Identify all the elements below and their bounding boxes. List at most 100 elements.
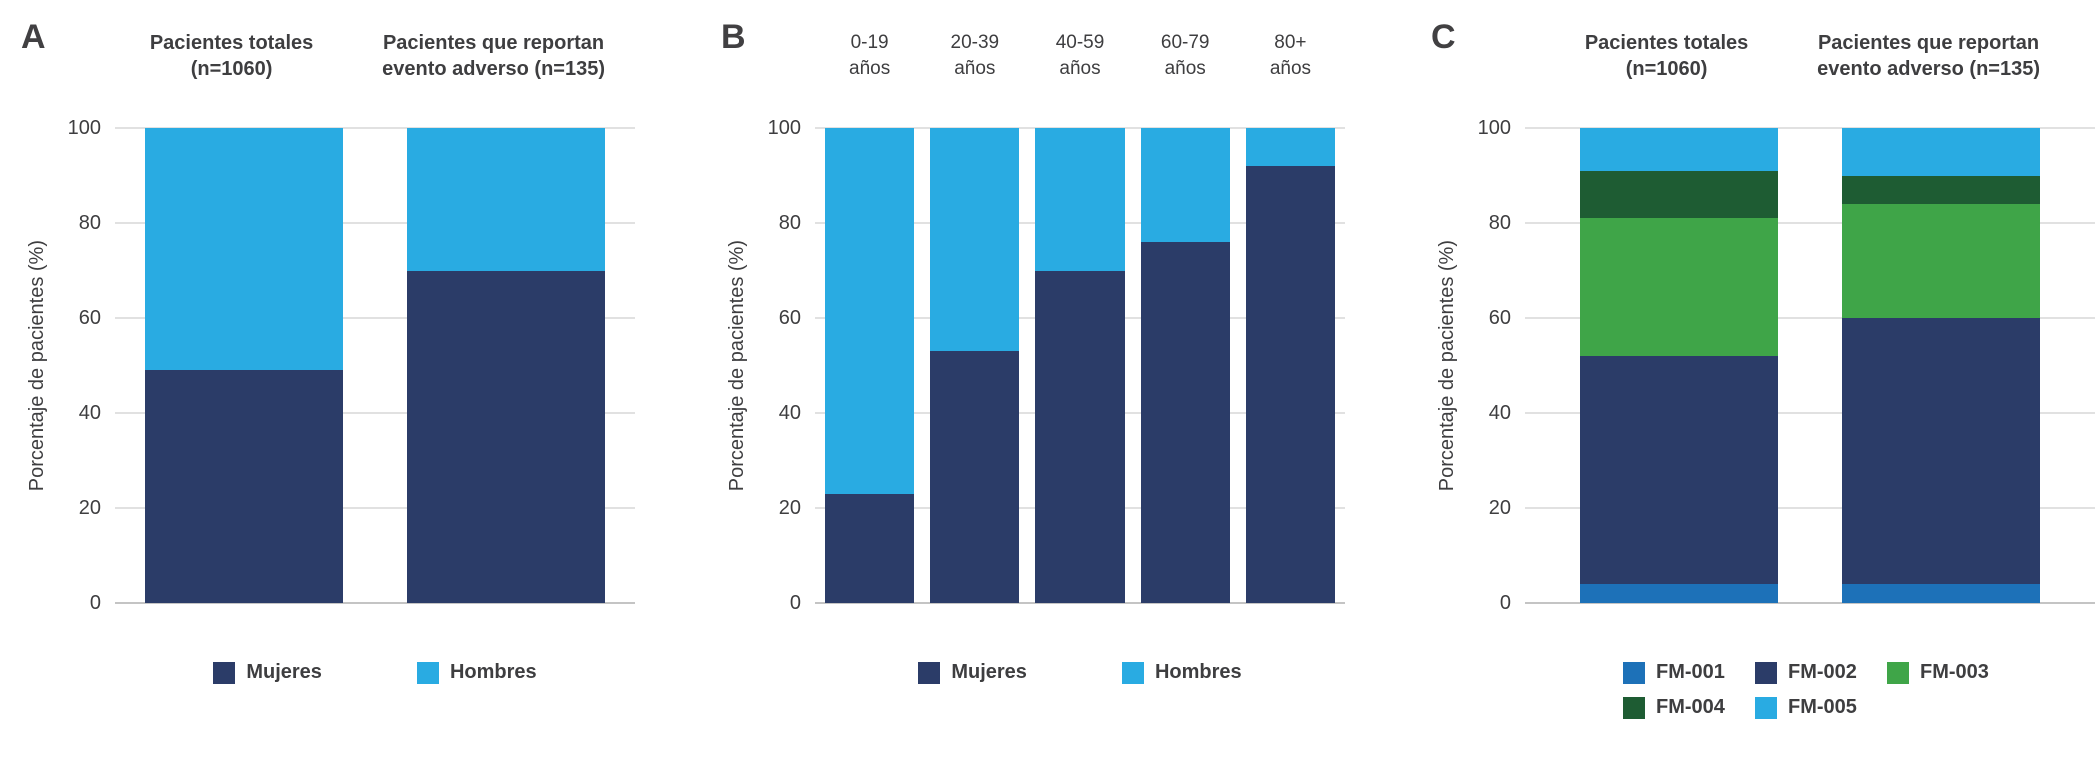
y-tick-label: 0 (89, 592, 101, 614)
gridline (115, 412, 635, 414)
y-tick-label: 20 (1488, 497, 1511, 519)
bars (815, 128, 1345, 603)
y-tick-label: 20 (78, 497, 101, 519)
legend-box: FM-001 FM-002 FM-003 FM-004 FM-005 (1623, 661, 1997, 719)
gridline (115, 317, 635, 319)
y-axis-title: Porcentaje de pacientes (%) (725, 239, 748, 492)
panel-a: A Porcentaje de pacientes (%) 0 20 40 60 80 1… (15, 0, 635, 765)
y-axis-title: Porcentaje de pacientes (%) (1435, 239, 1458, 492)
y-tick-label: 0 (1499, 592, 1511, 614)
stacked-bar (407, 128, 605, 603)
category-label: 20-39 años (950, 32, 1000, 79)
gridlines (115, 127, 635, 604)
bars (115, 128, 635, 603)
legend-swatch (1623, 696, 1645, 719)
plot-area (115, 127, 635, 604)
bar-segment-fm-004 (1580, 170, 1778, 219)
category-label: 80+ años (1269, 32, 1312, 79)
stacked-bar (930, 128, 1020, 603)
stacked-bar (1140, 128, 1230, 603)
panel-label-a: A (21, 18, 46, 56)
panel-label-c: C (1431, 18, 1456, 56)
legend-label: Hombres (1154, 661, 1242, 683)
gridline (1525, 222, 2095, 224)
stacked-bar (1035, 128, 1125, 603)
legend-item-fm-002: FM-002 (1755, 661, 1865, 684)
legend-label: FM-002 (1788, 661, 1857, 683)
y-tick-label: 60 (78, 307, 101, 329)
gridline (1525, 507, 2095, 509)
bar-segment-mujeres (145, 370, 343, 603)
legend-row: FM-004 FM-005 (1623, 696, 1997, 719)
y-tick-label: 80 (1488, 212, 1511, 234)
x-axis-baseline (815, 602, 1345, 604)
legend-item-hombres: Hombres (1121, 661, 1242, 684)
category-label: Pacientes que reportan evento adverso (n=… (382, 32, 605, 80)
legend-item-fm-004: FM-004 (1623, 696, 1733, 719)
legend-box: Mujeres Hombres (918, 661, 1242, 684)
legend-item-fm-003: FM-003 (1887, 661, 1997, 684)
legend-item-mujeres: Mujeres (918, 661, 1027, 684)
legend-label: Hombres (449, 661, 537, 683)
legend-label: Mujeres (951, 661, 1027, 683)
bar-segment-fm-001 (1580, 584, 1778, 603)
y-axis-title: Porcentaje de pacientes (%) (25, 239, 48, 492)
y-tick-label: 80 (778, 212, 801, 234)
panel-b: B Porcentaje de pacientes (%) 0 20 40 60 80 1… (715, 0, 1345, 765)
stacked-bar (145, 128, 343, 603)
legend-label: FM-005 (1788, 696, 1857, 718)
legend-swatch (1887, 661, 1909, 684)
bar-segment-mujeres (407, 270, 605, 603)
bar-segment-hombres (930, 128, 1020, 352)
legend-item-fm-005: FM-005 (1755, 696, 1865, 719)
legend-row: FM-001 FM-002 FM-003 (1623, 661, 1997, 684)
legend-swatch (1623, 661, 1645, 684)
legend-row: Mujeres Hombres (213, 661, 537, 684)
panel-label-b: B (721, 18, 746, 56)
category-headers: Pacientes totales (n=1060) Pacientes que r… (1525, 12, 2095, 128)
bar-segment-fm-004 (1842, 175, 2040, 204)
y-tick-label: 80 (78, 212, 101, 234)
stacked-bar (1245, 128, 1336, 603)
category-headers: 0-19 años 20-39 años 40-59 años 60-79 años 80+ añ… (815, 12, 1345, 128)
bar-segment-hombres (1245, 128, 1336, 166)
gridlines (1525, 127, 2095, 604)
legend-swatch (416, 661, 439, 684)
y-axis-ticks: 0 20 40 60 80 100 (59, 118, 115, 613)
stacked-bar (1842, 128, 2040, 603)
gridline (115, 127, 635, 129)
gridline (1525, 127, 2095, 129)
y-tick-label: 60 (778, 307, 801, 329)
bar-segment-fm-001 (1842, 584, 2040, 603)
bar-segment-fm-002 (1842, 318, 2040, 584)
stacked-bar (1580, 128, 1778, 603)
gridline (115, 222, 635, 224)
y-tick-label: 0 (789, 592, 801, 614)
legend-label: FM-001 (1656, 661, 1725, 683)
legend-label: FM-004 (1656, 696, 1725, 718)
legend-swatch (1121, 661, 1144, 684)
legend-swatch (1755, 696, 1777, 719)
legend-swatch (918, 661, 941, 684)
bar-segment-hombres (825, 128, 915, 494)
y-tick-label: 20 (778, 497, 801, 519)
legend-swatch (1755, 661, 1777, 684)
bar-segment-mujeres (930, 351, 1020, 603)
legend-row: Mujeres Hombres (918, 661, 1242, 684)
panel-c: C Porcentaje de pacientes (%) 0 20 40 60 80 1… (1425, 0, 2095, 765)
x-axis-baseline (1525, 602, 2095, 604)
bar-segment-hombres (145, 128, 343, 371)
y-tick-label: 100 (767, 117, 801, 139)
chart-b: Porcentaje de pacientes (%) 0 20 40 60 80 100… (715, 12, 1345, 684)
x-axis-baseline (115, 602, 635, 604)
stacked-bar (825, 128, 915, 603)
y-tick-label: 100 (1477, 117, 1511, 139)
legend-label: Mujeres (246, 661, 322, 683)
bar-segment-fm-005 (1580, 128, 1778, 171)
bar-segment-mujeres (825, 493, 915, 603)
gridline (115, 507, 635, 509)
y-tick-label: 40 (78, 402, 101, 424)
bar-segment-hombres (407, 128, 605, 271)
category-label: 60-79 años (1160, 32, 1210, 79)
bars (1525, 128, 2095, 603)
